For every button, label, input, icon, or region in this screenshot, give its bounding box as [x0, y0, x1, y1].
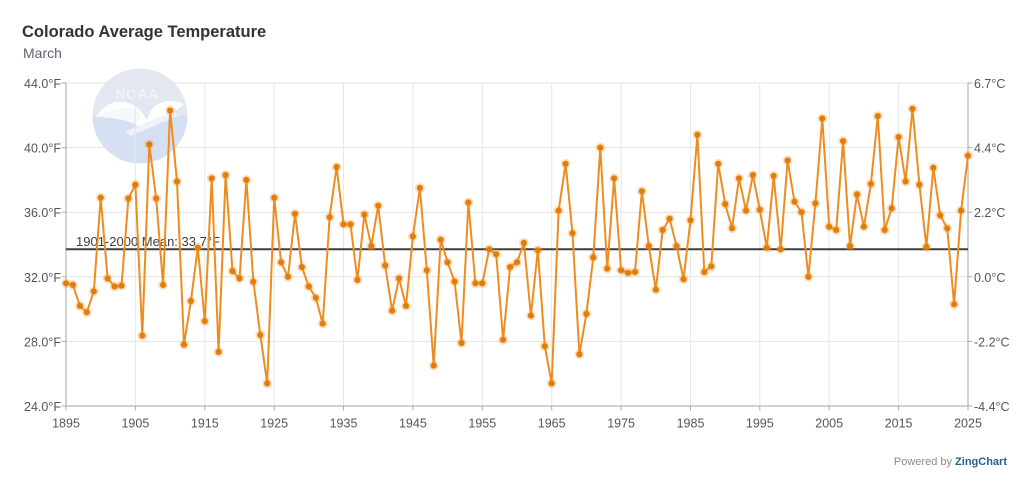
svg-text:1915: 1915 — [191, 417, 219, 431]
svg-text:36.0°F: 36.0°F — [24, 206, 61, 220]
svg-text:44.0°F: 44.0°F — [24, 77, 61, 91]
svg-text:6.7°C: 6.7°C — [974, 77, 1005, 91]
svg-text:28.0°F: 28.0°F — [24, 335, 61, 349]
svg-text:-2.2°C: -2.2°C — [974, 335, 1010, 349]
svg-text:1985: 1985 — [677, 417, 705, 431]
svg-text:1965: 1965 — [538, 417, 566, 431]
svg-text:1901-2000 Mean: 33.7°F: 1901-2000 Mean: 33.7°F — [76, 234, 220, 249]
svg-text:40.0°F: 40.0°F — [24, 142, 61, 156]
svg-text:0.0°C: 0.0°C — [974, 271, 1005, 285]
svg-text:NOAA: NOAA — [115, 86, 158, 102]
svg-text:-4.4°C: -4.4°C — [974, 400, 1010, 414]
svg-text:1895: 1895 — [52, 417, 80, 431]
svg-text:24.0°F: 24.0°F — [24, 400, 61, 414]
svg-text:1955: 1955 — [468, 417, 496, 431]
svg-text:1975: 1975 — [607, 417, 635, 431]
svg-text:2015: 2015 — [885, 417, 913, 431]
svg-text:1905: 1905 — [121, 417, 149, 431]
svg-text:2.2°C: 2.2°C — [974, 206, 1005, 220]
svg-text:1925: 1925 — [260, 417, 288, 431]
svg-text:4.4°C: 4.4°C — [974, 142, 1005, 156]
svg-text:1935: 1935 — [330, 417, 358, 431]
svg-text:2005: 2005 — [815, 417, 843, 431]
svg-text:32.0°F: 32.0°F — [24, 271, 61, 285]
svg-text:1995: 1995 — [746, 417, 774, 431]
svg-text:1945: 1945 — [399, 417, 427, 431]
svg-text:2025: 2025 — [954, 417, 982, 431]
svg-text:Powered by ZingChart: Powered by ZingChart — [894, 456, 1007, 468]
